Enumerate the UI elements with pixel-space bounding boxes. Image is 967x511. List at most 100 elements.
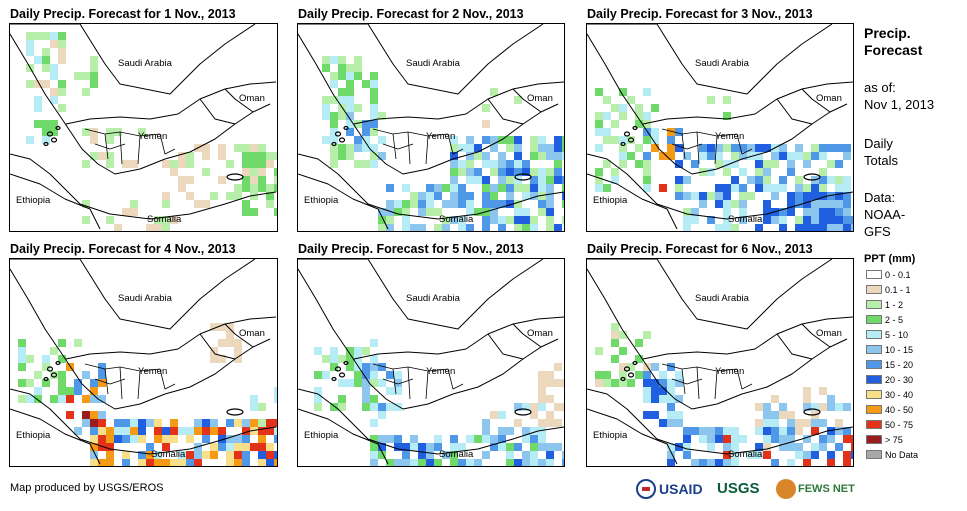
precip-cell [819, 216, 827, 224]
precip-cell [466, 160, 474, 168]
precip-cell [482, 419, 490, 427]
precip-cell [314, 347, 322, 355]
precip-cell [218, 176, 226, 184]
precip-cell [266, 200, 274, 208]
precip-cell [715, 144, 723, 152]
precip-cell [755, 224, 763, 231]
precip-cell [394, 208, 402, 216]
precip-cell [330, 144, 338, 152]
precip-cell [595, 347, 603, 355]
legend-label: 50 - 75 [885, 419, 914, 430]
precip-cell [787, 419, 795, 427]
precip-cell [811, 427, 819, 435]
precip-cell [370, 72, 378, 80]
precip-cell [458, 160, 466, 168]
precip-cell [82, 200, 90, 208]
precip-cell [530, 168, 538, 176]
precip-cell [274, 387, 277, 395]
precip-cell [699, 144, 707, 152]
legend-label: 1 - 2 [885, 299, 904, 310]
precip-cell [699, 200, 707, 208]
precip-cell [763, 419, 771, 427]
precip-cell [675, 395, 683, 403]
precip-cell [122, 208, 130, 216]
precip-cell [250, 192, 258, 200]
precip-cell [562, 459, 564, 466]
precip-cell [370, 152, 378, 160]
precip-cell [755, 419, 763, 427]
precip-cell [122, 160, 130, 168]
precip-cell [546, 208, 554, 216]
precip-cell [426, 200, 434, 208]
precip-cell [522, 451, 530, 459]
precip-cell [330, 80, 338, 88]
oman-border [487, 88, 542, 125]
precip-cell [827, 176, 835, 184]
precip-cell [554, 136, 562, 144]
precip-cell [442, 451, 450, 459]
precip-cell [58, 355, 66, 363]
precip-cell [723, 96, 731, 104]
panel-title-1: Daily Precip. Forecast for 1 Nov., 2013 [10, 7, 236, 21]
precip-cell [530, 459, 538, 466]
precip-cell [90, 411, 98, 419]
precip-cell [66, 395, 74, 403]
panel-title-4: Daily Precip. Forecast for 4 Nov., 2013 [10, 242, 236, 256]
precip-cell [90, 64, 98, 72]
precip-cell [755, 168, 763, 176]
precip-cell [490, 160, 498, 168]
africa-coastline [10, 388, 277, 455]
precip-cell [450, 184, 458, 192]
precip-cell [250, 395, 258, 403]
governorate-boundaries [372, 363, 464, 400]
precip-cell [250, 144, 258, 152]
precip-cell [530, 403, 538, 411]
map-panel-1: Saudi Arabia Oman Yemen Ethiopia Somalia [9, 23, 278, 232]
precip-cell [603, 371, 611, 379]
precip-cell [426, 459, 434, 466]
precip-cell [210, 347, 218, 355]
precip-cell [242, 176, 250, 184]
precip-cell [186, 435, 194, 443]
precip-cell [498, 224, 506, 231]
precip-cell [370, 120, 378, 128]
precip-cell [258, 168, 266, 176]
precip-cell [554, 144, 562, 152]
precip-cell [74, 339, 82, 347]
precip-cell [90, 72, 98, 80]
precip-cell [482, 120, 490, 128]
legend-label: 20 - 30 [885, 374, 914, 385]
precip-cell [386, 184, 394, 192]
legend-swatch [866, 285, 882, 294]
precip-cell [771, 435, 779, 443]
precip-cell [835, 200, 843, 208]
precip-cell [266, 192, 274, 200]
precip-cell [370, 363, 378, 371]
precip-cell [619, 379, 627, 387]
precip-cell [482, 104, 490, 112]
precip-cell [362, 403, 370, 411]
precip-cell [162, 435, 170, 443]
label-ethiopia: Ethiopia [304, 195, 339, 206]
precip-cell [74, 72, 82, 80]
precip-cell [779, 443, 787, 451]
precip-cell [779, 144, 787, 152]
precip-cell [74, 387, 82, 395]
map-panel-3: Saudi Arabia Oman Yemen Ethiopia Somalia [586, 23, 854, 232]
precip-cell [506, 200, 514, 208]
precip-cell [490, 435, 498, 443]
precip-cell [146, 451, 154, 459]
precip-cell [691, 192, 699, 200]
precip-cell [699, 435, 707, 443]
precip-cell [635, 104, 643, 112]
precip-cell [675, 192, 683, 200]
precip-cell [242, 200, 250, 208]
precip-cell [450, 168, 458, 176]
saudi-yemen-border [65, 81, 277, 125]
precip-cell [506, 168, 514, 176]
precip-cell [643, 168, 651, 176]
precip-cell [346, 72, 354, 80]
label-saudi-arabia: Saudi Arabia [118, 293, 172, 304]
precip-cell [554, 363, 562, 371]
precip-cell [715, 184, 723, 192]
